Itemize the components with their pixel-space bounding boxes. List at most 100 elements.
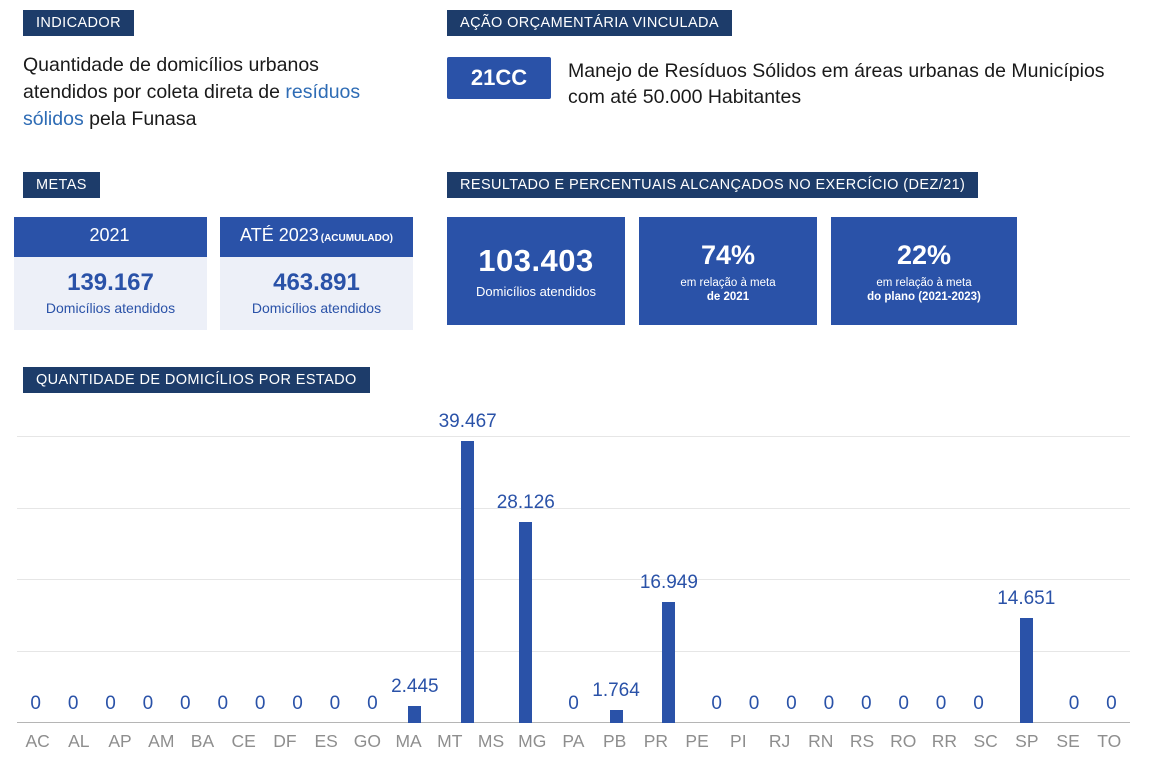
result-value: 74% [700, 239, 756, 270]
x-tick-label: AC [25, 731, 50, 751]
bar-value-label: 0 [973, 693, 984, 714]
bar [408, 705, 422, 723]
x-tick-label: CE [231, 731, 256, 751]
goal-card-suffix: (ACUMULADO) [320, 233, 393, 244]
chart-column-mt: 2.445 [391, 400, 439, 723]
x-tick-label: PB [602, 731, 627, 751]
chart-plot-area: 0 0 0 0 0 0 0 0 0 0 2.445 39.467 28.126 0 1.764 16.949 0… [17, 400, 1130, 723]
bar-value-label: 1.764 [592, 680, 640, 702]
result-label: Domicílios atendidos [476, 284, 596, 299]
x-tick-label: PR [643, 731, 669, 751]
bar-value-label: 0 [254, 693, 266, 714]
x-tick-label: RO [890, 731, 917, 751]
x-tick-label: MG [518, 731, 547, 751]
indicator-description: Quantidade de domicílios urbanos atendid… [23, 52, 408, 133]
chart-column-go: 0 [316, 400, 353, 723]
x-tick-label: DF [273, 731, 297, 751]
result-value: 22% [896, 239, 952, 270]
bar-value-label: 0 [180, 693, 191, 714]
indicator-section-badge: INDICADOR [23, 10, 134, 36]
chart-section-badge: QUANTIDADE DE DOMICÍLIOS POR ESTADO [23, 367, 370, 393]
chart-columns: 0 0 0 0 0 0 0 0 0 0 2.445 39.467 28.126 0 1.764 16.949 0… [17, 400, 1130, 723]
goal-card-2023: ATÉ 2023 (ACUMULADO) 463.891 Domicílios a… [220, 217, 413, 330]
chart-column-pr: 16.949 [640, 400, 698, 723]
goal-card-label: Domicílios atendidos [251, 300, 382, 316]
chart-column-pb: 1.764 [592, 400, 640, 723]
gridline [17, 507, 1130, 509]
chart-column-ap: 0 [92, 400, 129, 723]
x-tick-label: GO [353, 731, 381, 751]
chart-column-rj: 0 [773, 400, 810, 723]
indicator-text-after: pela Funasa [83, 108, 197, 130]
bar-value-label: 0 [329, 693, 341, 714]
bar-value-label: 0 [823, 693, 835, 714]
bar-value-label: 16.949 [639, 571, 698, 593]
bar-value-label: 39.467 [438, 410, 497, 432]
chart-column-ma: 0 [354, 400, 391, 723]
households-by-state-bar-chart: 0 0 0 0 0 0 0 0 0 0 2.445 39.467 28.126 0 1.764 16.949 0… [17, 400, 1130, 752]
bar-value-label: 0 [786, 693, 797, 714]
x-tick-label: RS [849, 731, 875, 751]
gridline [17, 579, 1130, 580]
chart-column-sc: 0 [960, 400, 997, 723]
result-label-line1: em relação à meta [680, 276, 776, 289]
chart-column-rn: 0 [810, 400, 847, 723]
x-tick-label: PI [730, 731, 747, 751]
goal-card-header: ATÉ 2023 (ACUMULADO) [220, 217, 413, 257]
x-tick-label: ES [314, 731, 338, 751]
x-tick-label: AM [148, 731, 175, 751]
goal-card-value: 463.891 [273, 269, 360, 296]
gridline [17, 650, 1130, 652]
x-tick-label: MT [437, 731, 463, 751]
bar-value-label: 0 [292, 693, 303, 714]
chart-x-ticks: AC AL AP AM BA CE DF ES GO MA MT MS MG PA PB PR PE PI RJ RN… [17, 731, 1130, 752]
bar-value-label: 0 [1106, 693, 1117, 714]
x-tick-label: TO [1097, 731, 1122, 751]
chart-column-ro: 0 [885, 400, 922, 723]
results-section-badge: RESULTADO E PERCENTUAIS ALCANÇADOS NO EX… [447, 172, 979, 198]
x-tick-label: MA [395, 731, 422, 751]
result-value: 103.403 [478, 243, 594, 278]
chart-column-ac: 0 [17, 400, 54, 723]
indicator-text-before: Quantidade de domicílios urbanos atendid… [23, 54, 319, 103]
x-tick-label: RN [808, 731, 834, 751]
bar-value-label: 0 [217, 693, 229, 714]
bar [519, 521, 533, 723]
budget-action-description: Manejo de Resíduos Sólidos em áreas urba… [568, 60, 1105, 108]
chart-column-al: 0 [54, 400, 91, 723]
bar [461, 440, 475, 723]
budget-action-section-badge: AÇÃO ORÇAMENTÁRIA VINCULADA [447, 10, 732, 36]
chart-column-mg: 28.126 [497, 400, 555, 723]
bar [662, 601, 676, 723]
goal-card-year: 2021 [89, 225, 130, 245]
goal-card-body: 463.891 Domicílios atendidos [220, 257, 413, 330]
goal-card-header: 2021 [14, 217, 207, 257]
result-box-total: 103.403 Domicílios atendidos [447, 217, 625, 325]
chart-column-pe: 0 [698, 400, 735, 723]
bar-value-label: 0 [367, 693, 378, 714]
bar-value-label: 0 [935, 693, 947, 714]
result-label-line1: em relação à meta [876, 276, 972, 289]
x-tick-label: SC [973, 731, 998, 751]
x-tick-label: MS [477, 731, 505, 751]
chart-column-df: 0 [241, 400, 278, 723]
chart-column-ms: 39.467 [439, 400, 497, 723]
bar-value-label: 0 [1068, 693, 1080, 714]
gridline [17, 436, 1130, 437]
result-box-percent-2021: 74% em relação à meta de 2021 [639, 217, 817, 325]
chart-column-ba: 0 [167, 400, 204, 723]
chart-column-se: 0 [1055, 400, 1092, 723]
x-tick-label: RJ [768, 731, 791, 751]
result-box-percent-plan: 22% em relação à meta do plano (2021-202… [831, 217, 1017, 325]
goal-card-year: ATÉ 2023 [240, 225, 319, 245]
bar-value-label: 0 [142, 693, 154, 714]
budget-action-code: 21CC [447, 57, 551, 99]
chart-column-rs: 0 [848, 400, 885, 723]
bar-value-label: 14.651 [997, 588, 1056, 610]
chart-column-sp: 14.651 [997, 400, 1055, 723]
x-tick-label: PA [562, 731, 585, 751]
bar-value-label: 0 [30, 693, 41, 714]
bar-value-label: 0 [568, 693, 579, 714]
indicator-text-highlight: resíduos sólidos [23, 81, 361, 130]
